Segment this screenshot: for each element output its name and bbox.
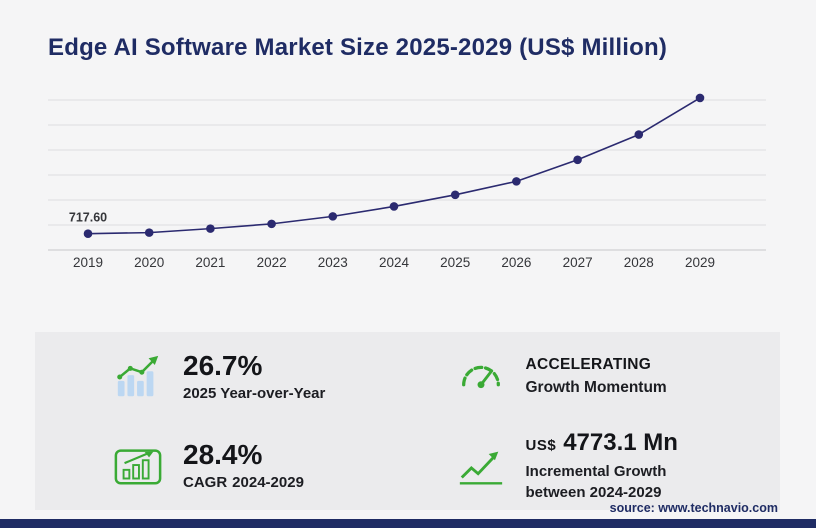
stat-yoy: 26.7% 2025 Year-over-Year [35, 332, 408, 421]
x-axis-label: 2027 [563, 255, 593, 270]
cagr-chart-icon [113, 441, 163, 491]
data-point [450, 190, 460, 200]
stat-incremental-text: US$ 4773.1 Mn Incremental Growth between… [526, 429, 678, 503]
data-point [634, 130, 644, 139]
data-point [144, 228, 154, 237]
yoy-bar-chart-icon [113, 352, 163, 402]
x-axis-label: 2026 [501, 255, 531, 270]
momentum-line1: ACCELERATING [525, 356, 652, 374]
x-axis-label: 2025 [440, 255, 470, 270]
data-point [267, 219, 276, 229]
x-axis-label: 2020 [134, 255, 164, 270]
footer-bar [0, 519, 816, 528]
incremental-value: 4773.1 Mn [563, 428, 678, 456]
incremental-currency: US$ [525, 436, 557, 454]
trend-line [87, 97, 701, 235]
data-point [389, 202, 399, 211]
x-axis-label: 2022 [257, 255, 287, 270]
stat-momentum: ACCELERATING Growth Momentum [408, 332, 781, 421]
stat-incremental: US$ 4773.1 Mn Incremental Growth between… [408, 421, 781, 510]
stat-cagr-text: 28.4% CAGR 2024-2029 [183, 439, 304, 491]
gauge-icon [456, 352, 506, 402]
stats-panel: 26.7% 2025 Year-over-Year ACCELERATING G… [35, 332, 780, 510]
x-axis-label: 2021 [195, 255, 225, 270]
data-point [573, 155, 582, 165]
data-point [328, 212, 338, 221]
stat-momentum-text: ACCELERATING Growth Momentum [526, 354, 667, 399]
yoy-label: 2025 Year-over-Year [183, 384, 326, 402]
x-axis-label: 2029 [685, 255, 715, 270]
source-attribution: source: www.technavio.com [609, 501, 778, 515]
x-axis-label: 2028 [624, 255, 654, 270]
data-point [83, 229, 93, 238]
yoy-value: 26.7% [183, 350, 263, 382]
cagr-label: CAGR 2024-2029 [183, 474, 304, 491]
x-axis-label: 2024 [379, 255, 410, 270]
first-point-label: 717.60 [69, 211, 107, 225]
data-point [206, 224, 215, 233]
data-point [695, 93, 705, 103]
cagr-label-prefix: CAGR [183, 473, 228, 491]
data-point [512, 177, 521, 186]
stat-cagr: 28.4% CAGR 2024-2029 [35, 421, 408, 510]
stat-yoy-text: 26.7% 2025 Year-over-Year [183, 350, 326, 402]
incremental-label-line1: Incremental Growth [525, 462, 667, 480]
market-chart-svg: 2019 2020 2021 2022 2023 2024 2025 2026 2027 2028… [48, 93, 766, 270]
momentum-line2: Growth Momentum [525, 378, 667, 396]
incremental-label: Incremental Growth between 2024-2029 [526, 461, 678, 503]
page-title: Edge AI Software Market Size 2025-2029 (… [48, 34, 668, 62]
x-axis-label: 2019 [73, 255, 103, 270]
incremental-label-line2: between 2024-2029 [525, 483, 662, 501]
cagr-label-range: 2024-2029 [232, 473, 304, 491]
market-size-chart: 2019 2020 2021 2022 2023 2024 2025 2026 2027 2028… [0, 78, 816, 290]
incremental-growth-icon [456, 441, 506, 491]
cagr-value: 28.4% [183, 439, 263, 471]
incremental-value-row: US$ 4773.1 Mn [526, 429, 678, 457]
x-axis-label: 2023 [318, 255, 348, 270]
